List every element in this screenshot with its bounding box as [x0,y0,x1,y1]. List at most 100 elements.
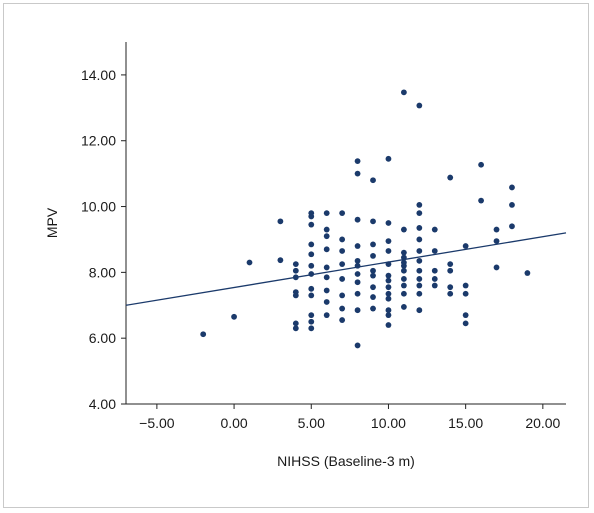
data-point [416,257,423,264]
data-point [308,312,315,319]
data-point [509,202,515,208]
data-point [462,290,469,297]
data-point [447,290,454,297]
data-point [354,158,361,165]
data-point [339,276,346,282]
x-tick-label: 5.00 [298,415,325,431]
data-point [246,259,253,266]
data-point [292,267,299,274]
data-point [385,220,392,226]
data-point [354,243,361,249]
data-point [385,322,392,328]
data-point [400,226,407,233]
data-point [447,174,454,181]
data-point [400,267,407,274]
data-point [354,342,361,349]
data-point [308,292,315,299]
data-point [354,290,361,297]
y-tick-label: 10.00 [81,199,116,215]
data-point [370,241,376,248]
data-point [354,271,361,277]
data-point [493,264,500,271]
data-point [462,312,469,319]
data-point [400,249,407,256]
data-point [385,295,392,302]
data-point [308,318,315,325]
y-axis-title: MPV [44,207,60,238]
data-point [416,225,423,231]
data-point [416,236,423,243]
y-tick-label: 4.00 [89,396,116,412]
chart-frame [3,3,589,508]
data-point [447,261,454,268]
regression-line [125,232,567,306]
data-point [308,213,315,220]
data-point [292,274,299,281]
data-point [385,312,392,319]
data-point [416,102,423,109]
data-point [354,170,361,177]
data-point [339,292,346,299]
data-point [308,241,315,248]
data-point [370,272,376,279]
data-point [323,299,330,305]
data-point [493,226,500,233]
data-point [400,254,407,261]
data-point [400,290,407,297]
data-point [339,236,346,243]
data-point [277,257,284,264]
data-point [385,277,392,284]
data-point [370,305,376,312]
data-point [431,267,438,274]
data-point [400,282,407,289]
data-point [400,304,407,310]
data-point [385,307,392,314]
x-tick-label: 15.00 [448,415,483,431]
data-point [292,292,299,299]
data-point [339,248,346,254]
data-point [292,325,299,332]
data-point [416,307,423,314]
data-point [292,261,299,268]
data-point [431,282,438,289]
data-point [323,210,330,217]
data-point [277,218,284,225]
data-point [370,177,376,184]
data-point [323,312,330,319]
data-point [292,320,299,327]
data-point [354,216,361,223]
data-point [308,271,315,277]
axes [125,42,566,405]
x-tick-label: 0.00 [220,415,247,431]
y-axis-ticks: 4.00 6.00 8.00 10.00 12.00 14.00 [81,67,126,412]
data-point [447,284,454,291]
data-point [385,261,392,268]
data-point [354,307,361,314]
data-point [308,325,315,332]
data-point [416,290,423,297]
data-point [478,197,484,204]
data-points [200,89,531,349]
data-point [462,282,469,289]
data-point [416,267,423,274]
data-point [416,282,423,289]
data-point [323,233,330,240]
data-point [354,257,361,264]
data-point [323,287,330,294]
data-point [447,267,454,274]
data-point [493,238,500,245]
data-point [416,202,423,208]
data-point [400,89,407,96]
data-point [416,276,423,282]
data-point [462,320,469,327]
data-point [308,221,315,228]
data-point [370,284,376,291]
x-axis-title: NIHSS (Baseline-3 m) [277,453,415,469]
data-point [431,248,438,254]
data-point [339,305,346,312]
data-point [323,274,330,281]
data-point [431,276,438,282]
data-point [200,331,207,338]
data-point [308,262,315,269]
